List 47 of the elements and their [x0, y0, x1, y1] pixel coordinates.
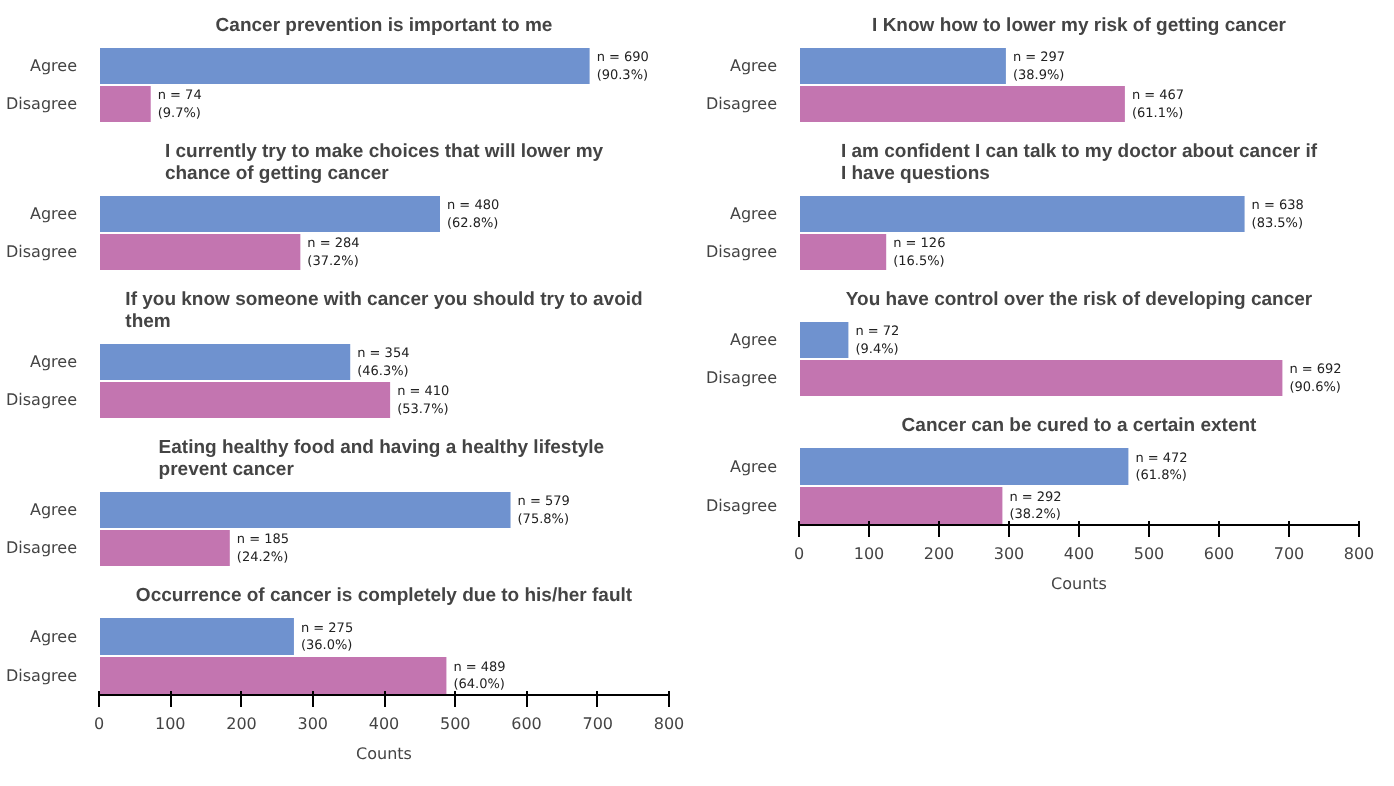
y-tick-label: Agree [29, 353, 78, 371]
x-tick-label: 600 [511, 715, 542, 733]
y-tick-label: Agree [729, 57, 778, 75]
chart-title: I am confident I can talk to my doctor about cancer if I have questions [840, 141, 1319, 185]
y-tick-label: Disagree [706, 496, 778, 515]
chart-title: Cancer can be cured to a certain extent [901, 415, 1259, 437]
x-tick-label: 400 [368, 715, 400, 733]
y-tick-label: Agree [29, 57, 78, 75]
x-tick-label: 0 [793, 545, 805, 563]
y-tick-label: Disagree [6, 243, 78, 261]
x-tick-label: 100 [154, 715, 186, 733]
x-tick-label: 300 [297, 715, 329, 733]
y-tick-label: Agree [29, 501, 78, 519]
y-tick-label: Agree [729, 457, 778, 476]
chart-title: You have control over the risk of developing cancer [845, 289, 1313, 311]
x-tick-label: 700 [582, 715, 614, 733]
y-tick-label: Agree [729, 331, 778, 349]
chart-title: I currently try to make choices that will lower my chance of getting cancer [164, 141, 605, 185]
x-tick-label: 600 [1203, 545, 1235, 563]
x-tick-label: 400 [1063, 545, 1095, 563]
x-tick-label: 200 [923, 545, 955, 563]
y-tick-label: Disagree [706, 95, 778, 113]
y-tick-label: Disagree [6, 539, 78, 557]
chart-title: I Know how to lower my risk of getting cancer [872, 15, 1287, 37]
y-tick-label: Disagree [6, 666, 78, 685]
x-tick-label: 500 [1133, 545, 1165, 563]
x-tick-label: 800 [1343, 545, 1375, 563]
x-tick-label: 100 [853, 545, 885, 563]
x-tick-label: 500 [439, 715, 471, 733]
x-tick-label: 800 [653, 715, 685, 733]
y-tick-label: Disagree [6, 95, 78, 113]
x-tick-label: 200 [226, 715, 257, 733]
chart-title: Eating healthy food and having a healthy lifestyle prevent cancer [158, 437, 605, 481]
x-tick-label: 700 [1273, 545, 1305, 563]
x-tick-label: 300 [993, 545, 1025, 563]
y-tick-label: Agree [729, 205, 778, 223]
chart-title: Occurrence of cancer is completely due to his/her fault [135, 585, 634, 607]
y-tick-label: Disagree [706, 243, 778, 261]
chart-title: Cancer prevention is important to me [215, 15, 553, 37]
x-axis-title: Counts [356, 745, 412, 763]
x-tick-label: 0 [93, 715, 105, 733]
y-tick-label: Disagree [6, 391, 78, 409]
y-tick-label: Agree [29, 205, 78, 223]
y-tick-label: Disagree [706, 369, 778, 387]
x-axis-title: Counts [1051, 575, 1107, 593]
chart-title: If you know someone with cancer you should try to avoid them [125, 289, 644, 333]
y-tick-label: Agree [29, 627, 78, 646]
